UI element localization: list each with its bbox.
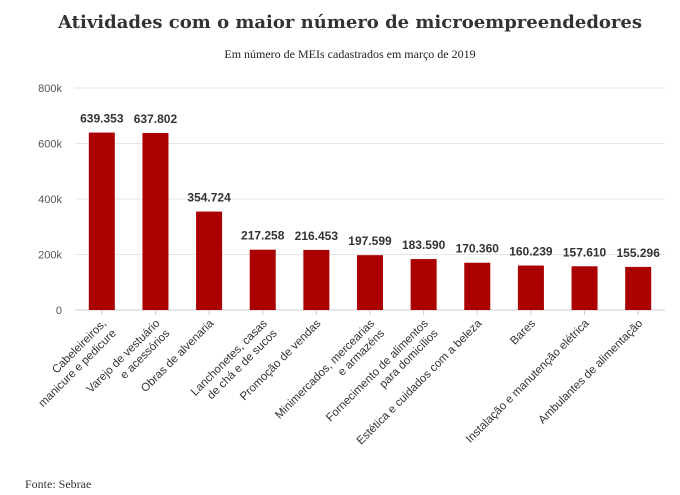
x-tick-label-line: Minimercados, mercearias [273,317,377,421]
source-note: Fonte: Sebrae [25,477,91,491]
data-label: 639.353 [80,112,124,126]
data-label: 217.258 [241,229,285,243]
data-label: 170.360 [456,242,500,256]
y-tick-label: 200k [38,250,62,262]
bar [625,266,652,310]
data-label: 354.724 [187,191,231,205]
data-label: 197.599 [348,234,392,248]
y-axis: 0 200k 400k 600k 800k [38,83,62,317]
bar [464,262,491,310]
y-tick-label: 400k [38,194,62,206]
x-axis-labels: Cabeleireiros,manicure e pedicureVarejo … [27,317,646,447]
data-label: 637.802 [134,112,178,126]
data-label: 157.610 [563,245,607,259]
data-label: 216.453 [295,229,339,243]
x-tick-label-line: Ambulantes de alimentação [536,318,645,427]
bar [196,211,223,310]
bar [357,255,383,310]
bars [88,132,652,310]
x-tick-label: Ambulantes de alimentação [536,318,645,427]
bar [517,265,544,310]
chart-title: Atividades com o maior número de microem… [57,12,642,33]
bar [303,249,330,310]
data-label: 155.296 [616,246,660,260]
chart-subtitle: Em número de MEIs cadastrados em março d… [224,47,475,61]
data-label: 183.590 [402,238,446,252]
y-tick-label: 800k [38,83,62,95]
x-tick-label: Cabeleireiros,manicure e pedicure [27,318,119,410]
y-tick-label: 600k [38,139,62,151]
bar [249,249,276,310]
bar [571,266,598,310]
y-tick-label: 0 [56,305,62,317]
data-labels: 639.353 637.802 354.724 217.258 216.453 197.5… [80,112,660,260]
bar [88,132,115,310]
x-tick-label: Bares [508,317,538,347]
x-tick-label-line: Bares [508,317,538,347]
bar [142,133,169,310]
bar [410,259,437,310]
data-label: 160.239 [509,245,553,259]
